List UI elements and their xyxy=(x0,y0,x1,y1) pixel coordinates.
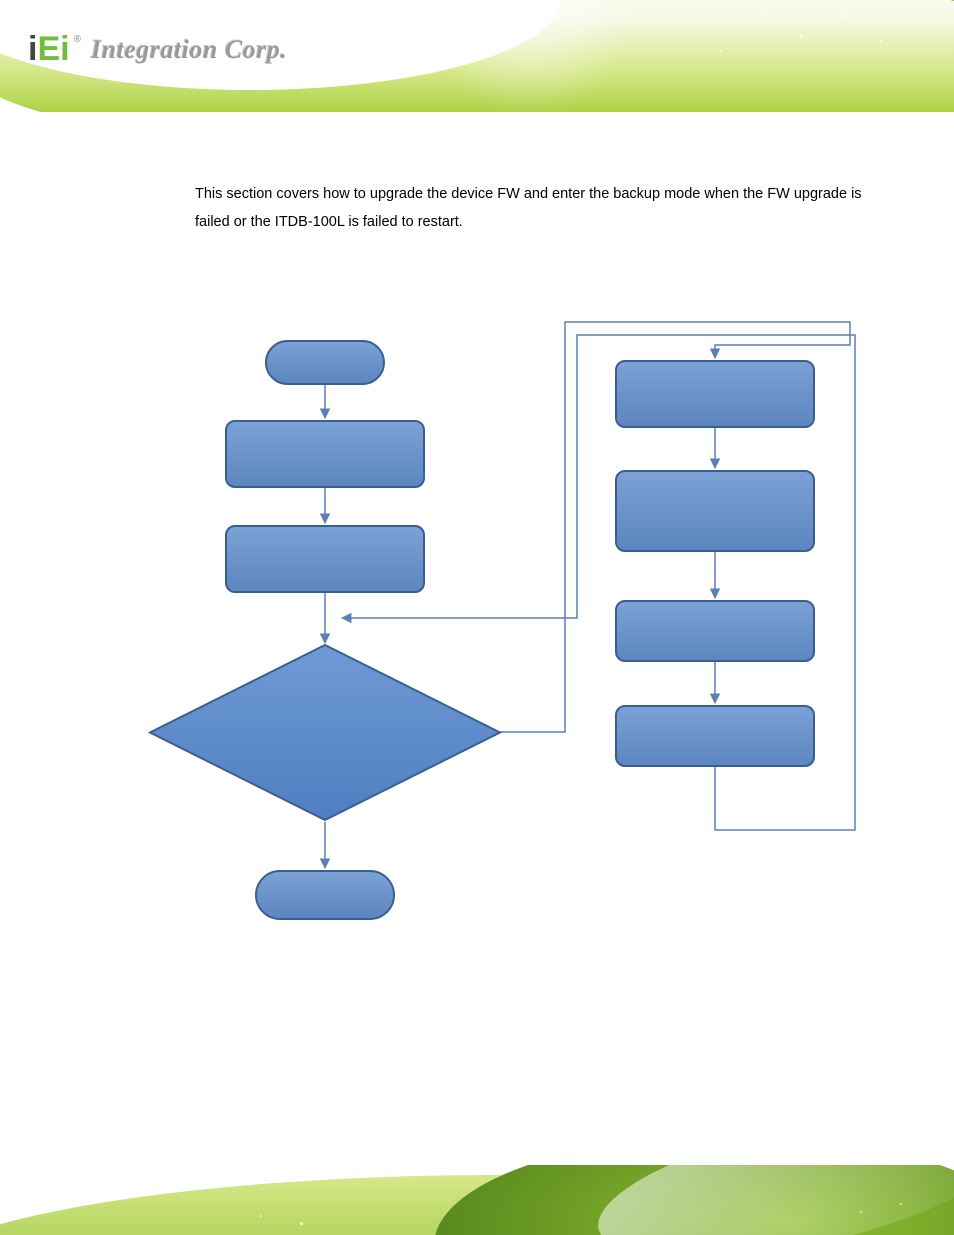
header-banner: iEi ® Integration Corp. xyxy=(0,0,954,112)
flow-node-a xyxy=(225,420,425,488)
flow-node-r3 xyxy=(615,600,815,662)
flow-node-r1 xyxy=(615,360,815,428)
flowchart xyxy=(195,300,875,980)
brand-text: Integration Corp. xyxy=(91,35,287,65)
intro-paragraph: This section covers how to upgrade the d… xyxy=(195,180,875,236)
brand-logo: iEi ® Integration Corp. xyxy=(28,30,287,69)
footer-banner xyxy=(0,1165,954,1235)
flow-node-dec xyxy=(150,645,500,820)
registered-mark: ® xyxy=(74,34,81,45)
flow-node-start xyxy=(265,340,385,385)
flow-node-r4 xyxy=(615,705,815,767)
flow-node-end xyxy=(255,870,395,920)
flow-node-b xyxy=(225,525,425,593)
flow-node-r2 xyxy=(615,470,815,552)
logo-glyph-ei: Ei xyxy=(37,30,69,68)
